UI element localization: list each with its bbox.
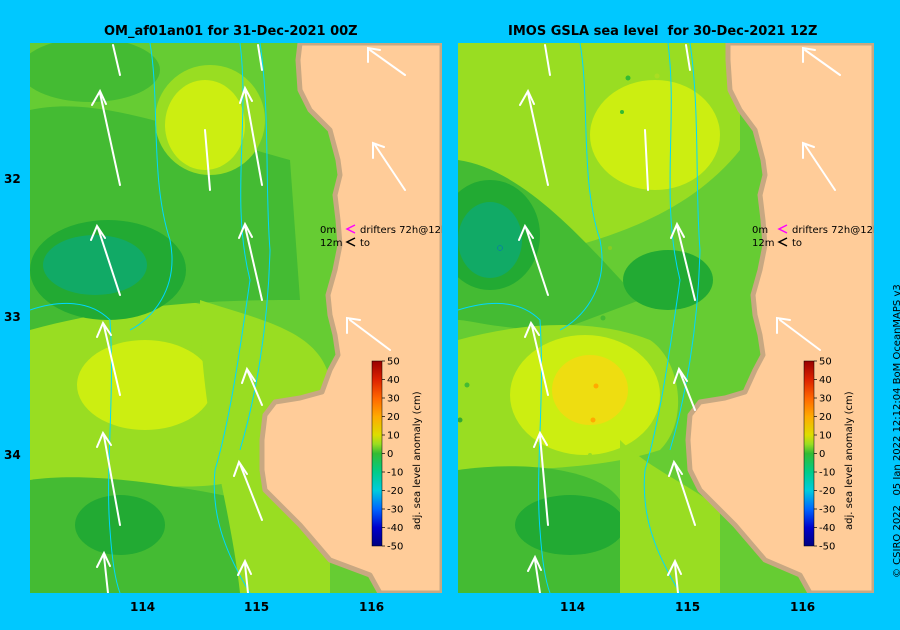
right-drifters-label: drifters 72h@12h bbox=[792, 225, 879, 236]
credit-text: © CSIRO 2022 05 Jan 2022 12:12:04 BoM Oc… bbox=[892, 284, 900, 578]
right-colorbar-tick-label: -30 bbox=[819, 505, 835, 516]
right-colorbar-tick-label: -10 bbox=[819, 468, 835, 479]
right-colorbar-tick-label: -50 bbox=[819, 542, 835, 553]
right-anomaly-field bbox=[458, 43, 740, 593]
right-colorbar-tick-label: 40 bbox=[819, 375, 832, 386]
left-colorbar-tick-label: 40 bbox=[387, 375, 400, 386]
left-colorbar-tick-label: 10 bbox=[387, 431, 400, 442]
left-colorbar-tick-label: 30 bbox=[387, 394, 400, 405]
right-colorbar-tick-label: -40 bbox=[819, 523, 835, 534]
right-colorbar-tick-label: 10 bbox=[819, 431, 832, 442]
right-lon-tick-116: 116 bbox=[790, 600, 816, 614]
left-legend-to: to bbox=[360, 238, 370, 249]
right-bathymetry-contours bbox=[458, 43, 701, 593]
right-drifter-legend: 0m drifters 72h@12h 12m to bbox=[752, 224, 879, 249]
right-legend-to: to bbox=[792, 238, 802, 249]
right-colorbar-tick-label: 20 bbox=[819, 412, 832, 423]
left-colorbar-tick-label: -40 bbox=[387, 523, 403, 534]
left-drifters-label: drifters 72h@12h bbox=[360, 225, 447, 236]
left-colorbar-tick-label: 20 bbox=[387, 412, 400, 423]
left-colorbar-tick-label: -10 bbox=[387, 468, 403, 479]
right-current-arrows bbox=[518, 44, 841, 593]
right-observation-dots bbox=[458, 73, 669, 457]
right-colorbar-tick-label: 0 bbox=[819, 449, 825, 460]
left-colorbar-tick-label: -20 bbox=[387, 486, 403, 497]
right-colorbar-label: adj. sea level anomaly (cm) bbox=[844, 391, 855, 530]
right-colorbar-tick-label: -20 bbox=[819, 486, 835, 497]
left-colorbar bbox=[371, 360, 383, 547]
right-colorbar-ticks: 50 40 30 20 10 0 -10 -20 -30 -40 -50 bbox=[814, 357, 835, 553]
left-colorbar-tick-label: 50 bbox=[387, 357, 400, 368]
left-lon-tick-115: 115 bbox=[244, 600, 270, 614]
left-lon-tick-116: 116 bbox=[359, 600, 385, 614]
left-lon-tick-114: 114 bbox=[130, 600, 156, 614]
left-drifter-legend: 0m drifters 72h@12h 12m to bbox=[320, 224, 447, 249]
left-colorbar-label: adj. sea level anomaly (cm) bbox=[412, 391, 423, 530]
left-colorbar-ticks: 50 40 30 20 10 0 -10 -20 -30 -40 -50 bbox=[382, 357, 403, 553]
right-lon-tick-114: 114 bbox=[560, 600, 586, 614]
left-colorbar-tick-label: -30 bbox=[387, 505, 403, 516]
left-current-arrows bbox=[90, 44, 406, 593]
right-panel-title: IMOS GSLA sea level for 30-Dec-2021 12Z bbox=[508, 24, 818, 39]
right-legend-12m: 12m bbox=[752, 238, 774, 249]
lat-tick-32: 32 bbox=[4, 172, 21, 186]
left-anomaly-field bbox=[30, 43, 330, 593]
right-colorbar-tick-label: 50 bbox=[819, 357, 832, 368]
left-colorbar-tick-label: 0 bbox=[387, 449, 393, 460]
left-map-panel: 0m drifters 72h@12h 12m to bbox=[30, 43, 447, 593]
left-bathymetry-contours bbox=[30, 43, 271, 593]
right-map-panel: 0m drifters 72h@12h 12m to bbox=[458, 43, 879, 593]
left-legend-12m: 12m bbox=[320, 238, 342, 249]
right-lon-tick-115: 115 bbox=[675, 600, 701, 614]
right-colorbar-tick-label: 30 bbox=[819, 394, 832, 405]
right-colorbar bbox=[803, 360, 815, 547]
right-legend-0m: 0m bbox=[752, 225, 768, 236]
left-legend-0m: 0m bbox=[320, 225, 336, 236]
left-panel-title: OM_af01an01 for 31-Dec-2021 00Z bbox=[104, 24, 358, 39]
lat-tick-33: 33 bbox=[4, 310, 21, 324]
lat-tick-34: 34 bbox=[4, 448, 21, 462]
left-colorbar-tick-label: -50 bbox=[387, 542, 403, 553]
